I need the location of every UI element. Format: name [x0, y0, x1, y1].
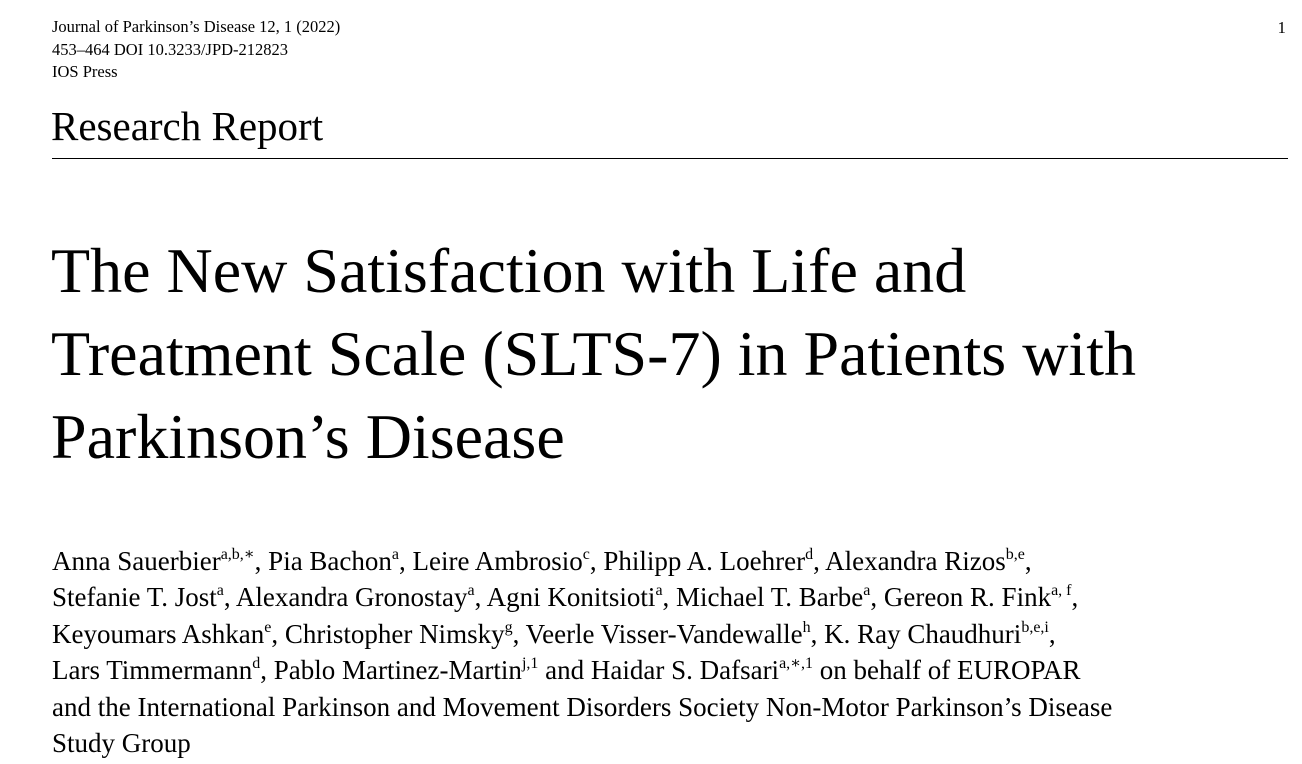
author-name: Lars Timmermann	[52, 655, 253, 686]
author-name: Leire Ambrosio	[412, 546, 583, 576]
author-group-note: on behalf of EUROPAR	[813, 655, 1081, 686]
page-number: 1	[1277, 18, 1287, 37]
affiliation-marker: b,e,i	[1021, 618, 1049, 636]
author-separator: ,	[260, 655, 274, 686]
affiliation-marker: a, f	[1051, 582, 1072, 600]
author-separator: ,	[1024, 546, 1032, 576]
affiliation-marker: a	[391, 546, 400, 563]
author-separator: ,	[662, 582, 677, 613]
author-separator: ,	[512, 618, 526, 649]
author-name: Alexandra Rizos	[825, 546, 1006, 576]
author-name: Haidar S. Dafsari	[590, 655, 780, 686]
author-line: Anna Sauerbiera,b,∗, Pia Bachona, Leire …	[52, 543, 1292, 579]
author-separator: ,	[271, 618, 285, 649]
title-line: The New Satisfaction with Life and	[51, 235, 967, 306]
author-separator: ,	[474, 582, 487, 613]
author-name: Christopher Nimsky	[284, 618, 505, 649]
affiliation-marker: d	[252, 655, 261, 673]
author-name: Pia Bachon	[268, 546, 392, 576]
title-line: Treatment Scale (SLTS-7) in Patients wit…	[51, 318, 1136, 389]
affiliation-marker: a	[467, 582, 475, 600]
article-title: The New Satisfaction with Life and Treat…	[51, 229, 1291, 478]
affiliation-marker: e	[264, 618, 272, 636]
author-separator: ,	[1071, 582, 1079, 613]
article-type-heading: Research Report	[51, 103, 324, 149]
affiliation-marker: a	[655, 582, 663, 600]
author-name: Veerle Visser-Vandewalle	[525, 618, 803, 649]
title-line: Parkinson’s Disease	[51, 401, 565, 472]
author-separator: ,	[810, 618, 825, 649]
affiliation-marker: d	[805, 546, 814, 563]
affiliation-marker: a,b,∗	[220, 546, 255, 563]
author-line: Stefanie T. Josta, Alexandra Gronostaya,…	[52, 579, 1292, 615]
affiliation-marker: b,e	[1005, 546, 1025, 563]
author-line: and the International Parkinson and Move…	[52, 691, 1113, 722]
author-separator: ,	[1048, 618, 1056, 649]
pages-doi: 453–464 DOI 10.3233/JPD-212823	[52, 39, 289, 59]
affiliation-marker: a	[863, 582, 871, 600]
author-separator: ,	[223, 582, 236, 613]
publisher-name: IOS Press	[52, 62, 118, 81]
affiliation-marker: h	[802, 618, 811, 636]
author-name: Michael T. Barbe	[676, 582, 864, 613]
author-list: Anna Sauerbiera,b,∗, Pia Bachona, Leire …	[52, 543, 1292, 761]
author-name: Pablo Martinez-Martin	[273, 655, 522, 686]
author-separator: ,	[399, 546, 413, 576]
author-separator: ,	[813, 546, 826, 576]
author-name: Alexandra Gronostay	[235, 582, 468, 613]
author-name: Keyoumars Ashkan	[52, 618, 265, 649]
author-name: Anna Sauerbier	[52, 546, 221, 576]
author-line: Keyoumars Ashkane, Christopher Nimskyg, …	[52, 616, 1292, 652]
affiliation-marker: a,∗,1	[779, 655, 814, 673]
author-separator: and	[538, 655, 591, 686]
author-separator: ,	[254, 546, 269, 576]
affiliation-marker: a	[216, 582, 224, 600]
author-separator: ,	[870, 582, 884, 613]
author-name: Stefanie T. Jost	[52, 582, 217, 613]
author-name: K. Ray Chaudhuri	[824, 618, 1022, 649]
journal-header: Journal of Parkinson’s Disease 12, 1 (20…	[52, 16, 340, 84]
journal-citation: Journal of Parkinson’s Disease 12, 1 (20…	[52, 17, 341, 36]
affiliation-marker: g	[504, 618, 513, 636]
author-line: Lars Timmermannd, Pablo Martinez-Martinj…	[52, 652, 1292, 688]
author-name: Gereon R. Fink	[883, 582, 1052, 613]
affiliation-marker: c	[582, 546, 590, 563]
author-name: Philipp A. Loehrer	[603, 546, 806, 576]
author-line: Study Group	[52, 728, 191, 759]
author-name: Agni Konitsioti	[486, 582, 656, 613]
header-rule	[52, 158, 1288, 159]
author-separator: ,	[589, 546, 604, 576]
affiliation-marker: j,1	[521, 655, 539, 673]
